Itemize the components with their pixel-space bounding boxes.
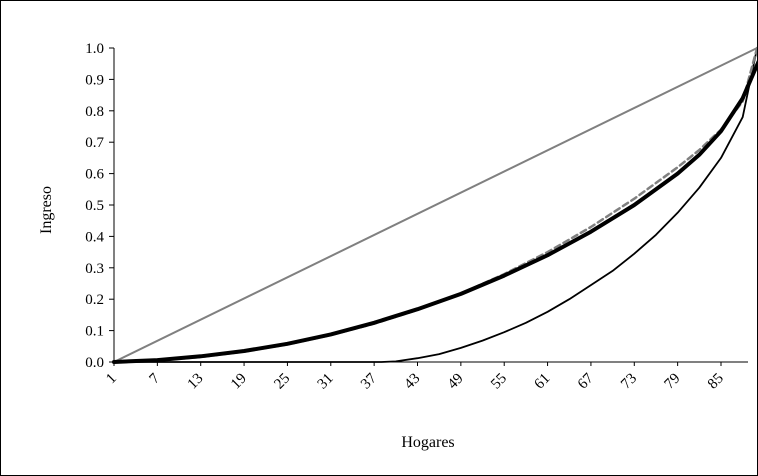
y-tick-label: 0.8 (85, 104, 104, 120)
x-tick-label: 55 (488, 371, 510, 393)
x-tick-label: 49 (445, 371, 467, 393)
y-tick-label: 0.5 (85, 198, 104, 214)
x-tick-label: 1 (103, 371, 120, 388)
series-line-1 (113, 47, 757, 363)
x-tick-label: 79 (662, 371, 684, 393)
y-tick-label: 0.4 (85, 229, 104, 245)
x-tick-label: 43 (401, 371, 423, 393)
x-tick-label: 25 (271, 371, 293, 393)
y-tick-label: 0.2 (85, 292, 104, 308)
y-tick-label: 0.7 (85, 135, 104, 151)
y-tick-label: 0.0 (85, 355, 104, 371)
x-tick-label: 85 (705, 371, 727, 393)
y-tick-label: 0.6 (85, 167, 104, 183)
x-tick-label: 7 (147, 370, 164, 387)
x-tick-label: 13 (185, 371, 207, 393)
x-tick-label: 67 (575, 370, 597, 392)
y-axis-title: Ingreso (38, 186, 55, 234)
y-tick-label: 0.9 (85, 72, 104, 88)
plot-area: 0.0 0.1 0.2 0.3 0.4 0.5 0.6 0.7 0.8 0.9 1.0 1 7 13 19 2… (85, 41, 757, 392)
y-tick-label: 1.0 (85, 41, 104, 57)
series-line-2 (113, 47, 757, 363)
x-tick-label: 37 (358, 370, 380, 392)
x-axis-title: Hogares (401, 434, 454, 451)
x-tick-label: 61 (531, 371, 553, 393)
x-tick-label: 19 (228, 371, 250, 393)
y-tick-label: 0.1 (85, 324, 104, 340)
y-tick-label: 0.3 (85, 261, 104, 277)
x-tick-label: 73 (618, 371, 640, 393)
series-line-4 (112, 60, 757, 364)
x-tick-label: 31 (315, 371, 337, 393)
